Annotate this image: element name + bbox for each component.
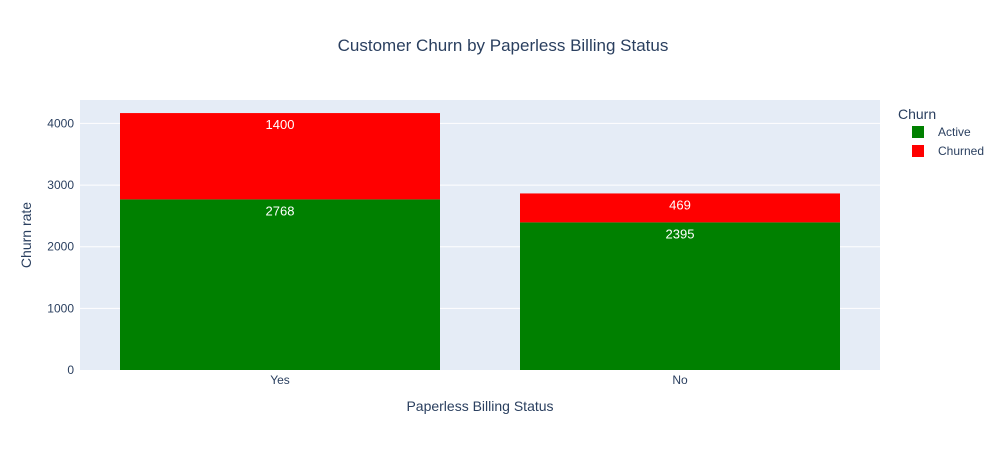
legend-swatch-churned	[912, 145, 924, 157]
y-tick-label: 4000	[47, 116, 74, 130]
bars-group	[120, 113, 840, 370]
legend-title: Churn	[898, 106, 936, 122]
chart-title: Customer Churn by Paperless Billing Stat…	[338, 36, 669, 55]
bar-data-label: 2395	[666, 226, 695, 241]
legend-label-active: Active	[938, 125, 971, 139]
bar-data-label: 469	[669, 197, 691, 212]
legend-swatch-active	[912, 126, 924, 138]
y-axis-title: Churn rate	[18, 202, 34, 268]
y-tick-label: 1000	[47, 301, 74, 315]
bar-churned-yes	[120, 113, 440, 200]
bar-data-label: 1400	[266, 117, 295, 132]
legend-items: Active Churned	[912, 125, 984, 158]
y-tick-labels: 0 1000 2000 3000 4000	[47, 116, 74, 377]
legend: Churn Active Churned	[898, 106, 984, 158]
x-tick-label: No	[672, 373, 688, 387]
bar-churned-no	[520, 193, 840, 223]
y-tick-label: 0	[67, 363, 74, 377]
x-axis-title: Paperless Billing Status	[406, 398, 553, 414]
bar-active-yes	[120, 199, 440, 370]
y-tick-label: 2000	[47, 240, 74, 254]
legend-label-churned: Churned	[938, 144, 984, 158]
x-tick-labels: Yes No	[270, 373, 688, 387]
bar-active-no	[520, 222, 840, 370]
data-labels-group: 2768 1400 2395 469	[266, 117, 695, 241]
x-tick-label: Yes	[270, 373, 290, 387]
y-tick-label: 3000	[47, 178, 74, 192]
bar-data-label: 2768	[266, 203, 295, 218]
